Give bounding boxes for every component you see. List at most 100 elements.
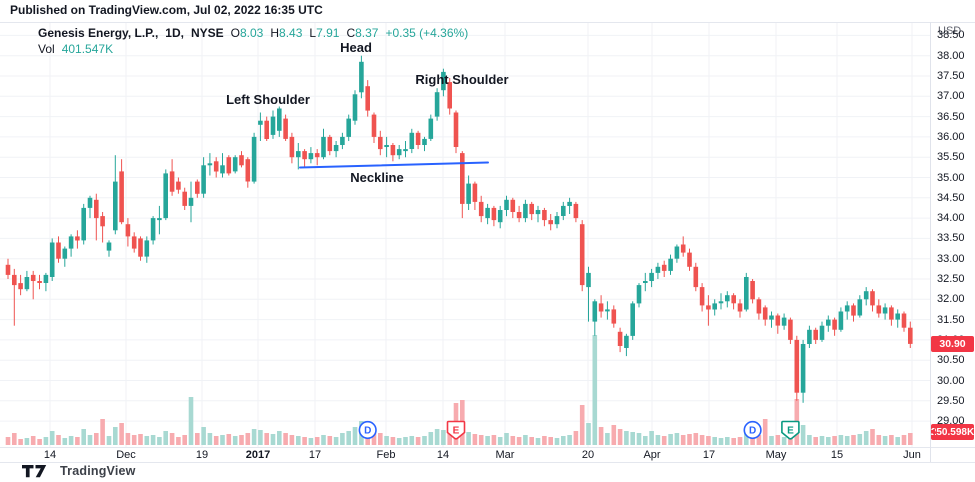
volume-bar: [169, 433, 175, 445]
annotation-right-shoulder[interactable]: Right Shoulder: [415, 72, 508, 87]
volume-bar: [630, 432, 635, 445]
attribution[interactable]: TradingView: [22, 462, 136, 480]
candle: [554, 212, 560, 229]
volume-bar: [321, 435, 326, 445]
candle-body: [428, 118, 434, 139]
volume-bar: [542, 436, 547, 445]
grid-layer: [0, 22, 930, 447]
candle-body: [106, 242, 112, 251]
price-tick-label: 30.50: [937, 354, 965, 367]
earnings-marker[interactable]: E: [446, 420, 466, 440]
candle: [390, 143, 396, 162]
volume-bar: [150, 435, 156, 445]
time-tick-label: May: [765, 449, 787, 461]
candle-body: [857, 299, 863, 316]
annotation-neckline[interactable]: Neckline: [350, 170, 403, 185]
marker-letter: E: [787, 426, 794, 437]
candle-body: [781, 317, 787, 326]
legend-symbol-row[interactable]: Genesis Energy, L.P., 1D, NYSE O8.03 H8.…: [38, 25, 468, 41]
candle: [844, 301, 850, 320]
candle-body: [516, 212, 522, 219]
volume-bar: [510, 436, 516, 445]
candle-body: [882, 307, 888, 314]
dividend-marker[interactable]: D: [743, 420, 762, 440]
volume-bar: [478, 435, 484, 445]
candle: [466, 175, 471, 210]
candle-body: [346, 118, 351, 137]
candle: [100, 212, 105, 243]
candle: [314, 149, 320, 166]
candle-body: [744, 277, 749, 310]
candle-body: [163, 173, 168, 219]
candle-body: [523, 203, 528, 219]
ohlc-high: H8.43: [270, 26, 303, 40]
dividend-marker-shape: [743, 420, 762, 440]
earnings-marker-shape: [446, 420, 466, 440]
volume-bar: [308, 438, 314, 445]
candle: [415, 130, 421, 150]
candle: [138, 236, 143, 261]
volume-bar: [131, 435, 137, 445]
price-axis[interactable]: USD 38.50 38.00 37.50 37.00 36.50 36.00 35.50 3…: [930, 22, 975, 447]
candle-body: [605, 309, 610, 312]
dividend-marker[interactable]: D: [358, 420, 377, 440]
candle: [649, 268, 654, 288]
candle-body: [731, 295, 736, 304]
candle: [813, 327, 818, 344]
candle: [308, 147, 314, 164]
earnings-marker[interactable]: E: [781, 420, 800, 440]
candle: [182, 187, 187, 210]
candle-body: [529, 203, 534, 215]
candle: [661, 260, 667, 277]
candle-body: [851, 305, 856, 316]
price-tick-label: 37.50: [937, 70, 965, 82]
time-axis[interactable]: 14 Dec 19 2017 17 Feb 14 Mar 20 Apr 17 May 15 Jun: [0, 447, 930, 462]
candle-body: [491, 207, 497, 221]
candle: [680, 236, 686, 257]
candle: [396, 145, 402, 160]
price-tick-label: 35.50: [937, 151, 965, 164]
price-tick-label: 38.00: [937, 49, 965, 62]
volume-bar: [687, 434, 692, 445]
volume-bar: [611, 425, 617, 445]
volume-bar: [901, 435, 907, 445]
candle: [270, 110, 276, 139]
candle-body: [762, 307, 768, 320]
candle-body: [611, 309, 617, 324]
candle: [750, 279, 755, 304]
candle-body: [674, 246, 680, 259]
annotation-left-shoulder[interactable]: Left Shoulder: [226, 92, 310, 107]
candle: [756, 297, 762, 320]
candle: [169, 159, 175, 196]
candle: [504, 195, 509, 217]
candle: [87, 195, 93, 219]
candle-body: [542, 210, 547, 221]
volume-bar: [415, 437, 421, 445]
volume-bar: [176, 437, 181, 445]
candle: [213, 157, 219, 178]
candle-body: [750, 281, 755, 300]
candle-body: [466, 183, 471, 204]
volume-bar: [125, 433, 131, 445]
candle-body: [314, 153, 320, 158]
candle: [630, 301, 635, 340]
volume-bar: [441, 430, 446, 445]
candle-body: [504, 199, 509, 210]
candle-body: [239, 155, 244, 166]
candle-body: [403, 149, 408, 152]
candle: [251, 132, 257, 184]
candle: [384, 136, 389, 158]
candle: [207, 153, 213, 176]
candle: [62, 246, 68, 267]
annotation-head[interactable]: Head: [340, 40, 372, 55]
candle-body: [535, 210, 541, 215]
neckline-drawing[interactable]: [299, 161, 489, 169]
volume-bar: [62, 438, 68, 445]
candle: [5, 258, 11, 279]
candle-body: [769, 315, 774, 320]
candle-body: [56, 242, 61, 259]
volume-bar: [561, 436, 566, 445]
price-axis-border: [930, 22, 931, 462]
candle: [157, 205, 162, 235]
